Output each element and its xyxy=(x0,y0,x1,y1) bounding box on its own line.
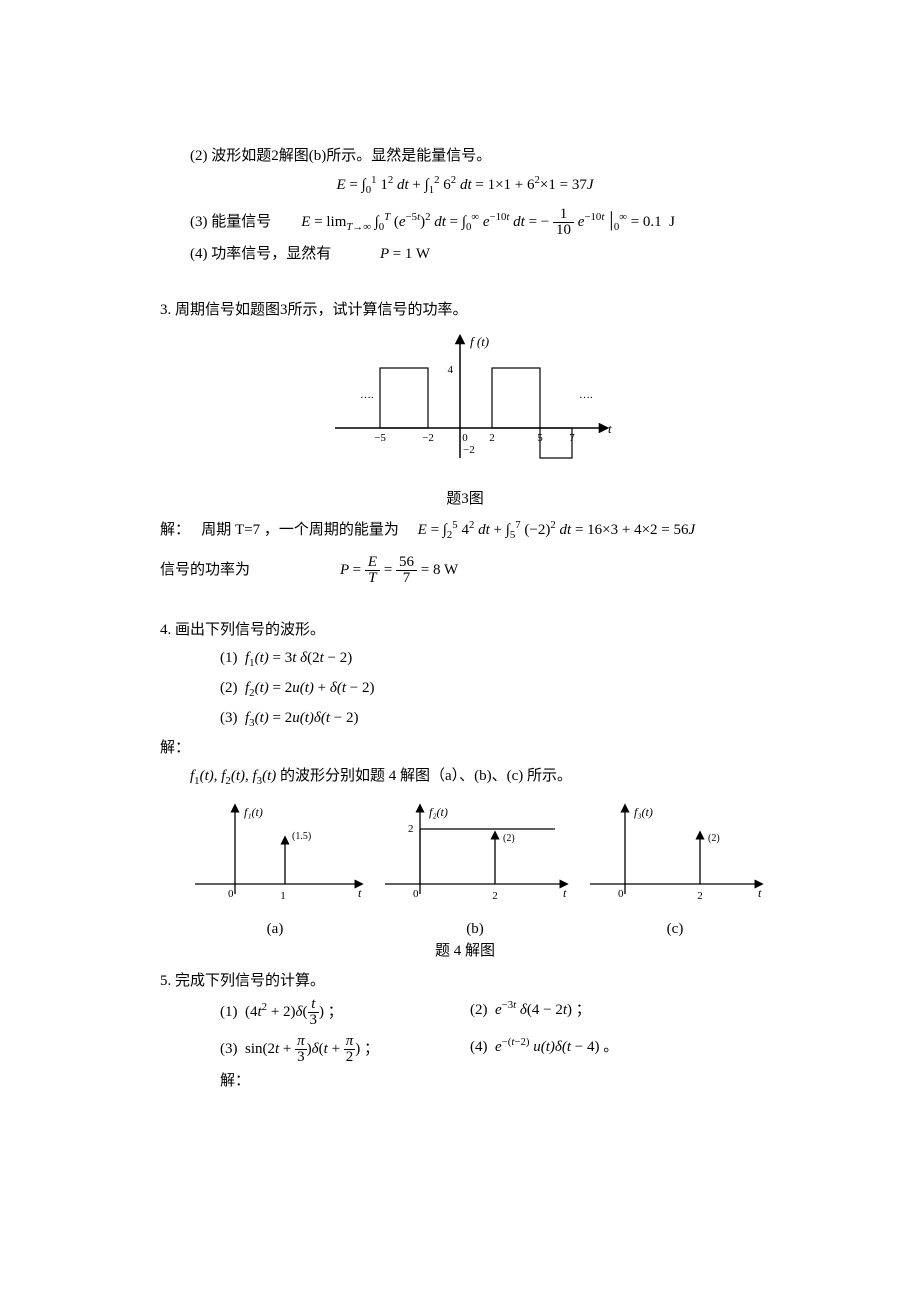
q5-row1: (1) (4t2 + 2)δ(t3) ； (2) e−3t δ(4 − 2t) … xyxy=(220,997,770,1028)
q5-title: 5. 完成下列信号的计算。 xyxy=(160,969,770,993)
q2-item4: (4) 功率信号，显然有 P = 1 W xyxy=(190,242,770,266)
svg-text:−2: −2 xyxy=(422,432,434,444)
svg-text:5: 5 xyxy=(537,432,543,444)
svg-text:….: …. xyxy=(579,389,593,401)
svg-text:2: 2 xyxy=(697,890,703,902)
svg-text:0: 0 xyxy=(413,888,419,900)
q4-sol-label: 解： xyxy=(160,736,770,760)
svg-text:….: …. xyxy=(360,389,374,401)
q4-item3: (3) f3(t) = 2u(t)δ(t − 2) xyxy=(220,706,770,732)
q4-figure-panel-b: f₂(t) 2 0 2 (2) t (b) xyxy=(375,799,575,941)
svg-text:1: 1 xyxy=(280,890,286,902)
q2-item4-label: (4) 功率信号，显然有 xyxy=(190,246,331,262)
svg-text:4: 4 xyxy=(448,364,454,376)
svg-text:0: 0 xyxy=(618,888,624,900)
q2-item3: (3) 能量信号 E = limT→∞ ∫0T (e−5t)2 dt = ∫0∞… xyxy=(190,203,770,238)
q5-row2: (3) sin(2t + π3)δ(t + π2) ； (4) e−(t−2) … xyxy=(220,1034,770,1065)
svg-text:2: 2 xyxy=(408,823,414,835)
svg-text:t: t xyxy=(758,886,762,900)
q5-item3: (3) sin(2t + π3)δ(t + π2) ； xyxy=(220,1034,470,1065)
q4-sol-desc: f1(t), f2(t), f3(t) 的波形分别如题 4 解图（a）、(b)、… xyxy=(190,764,770,790)
svg-text:0: 0 xyxy=(228,888,234,900)
q5-item1: (1) (4t2 + 2)δ(t3) ； xyxy=(220,997,470,1028)
q3-title: 3. 周期信号如题图3所示，试计算信号的功率。 xyxy=(160,298,770,322)
q2-item2-text: (2) 波形如题2解图(b)所示。显然是能量信号。 xyxy=(190,148,491,164)
svg-text:(1.5): (1.5) xyxy=(292,831,311,842)
q4-figure-panel-c: f₃(t) 0 2 (2) t (c) xyxy=(580,799,770,941)
q3-solution-line2: 信号的功率为 P = E T = 56 7 = 8 W xyxy=(160,555,770,586)
q3-sol-text1: 周期 T=7 ，一个周期的能量为 xyxy=(201,522,399,538)
q4-panel-b-cap: (b) xyxy=(375,917,575,941)
q2-eq2: E = limT→∞ ∫0T (e−5t)2 dt = ∫0∞ e−10t dt… xyxy=(301,214,675,230)
q3-figure: …. …. f (t) t 4 −2 −5 −2 0 2 5 7 xyxy=(305,328,625,483)
q4-item2: (2) f2(t) = 2u(t) + δ(t − 2) xyxy=(220,676,770,702)
svg-text:f₁(t): f₁(t) xyxy=(244,805,263,819)
q4-item1: (1) f1(t) = 3t δ(2t − 2) xyxy=(220,646,770,672)
q3-sol-text2: 信号的功率为 xyxy=(160,562,250,578)
q3-solution-line1: 解： 周期 T=7 ，一个周期的能量为 E = ∫25 42 dt + ∫57 … xyxy=(160,517,770,544)
q4-figure-caption: 题 4 解图 xyxy=(160,939,770,963)
svg-text:2: 2 xyxy=(489,432,495,444)
q4-panel-c-cap: (c) xyxy=(580,917,770,941)
q5-sol-label: 解： xyxy=(220,1069,770,1093)
svg-text:f₃(t): f₃(t) xyxy=(634,805,653,819)
svg-text:−2: −2 xyxy=(463,444,475,456)
svg-text:(2): (2) xyxy=(503,833,515,844)
q3-sol-eq2: P = E T = 56 7 = 8 W xyxy=(340,562,458,578)
svg-text:t: t xyxy=(608,421,612,436)
svg-text:−5: −5 xyxy=(374,432,386,444)
q4-figure-row: f₁(t) 0 1 (1.5) t (a) f₂(t) 2 0 2 (2) t … xyxy=(180,799,770,941)
q3-sol-eq1: E = ∫25 42 dt + ∫57 (−2)2 dt = 16×3 + 4×… xyxy=(418,522,696,538)
q2-item2: (2) 波形如题2解图(b)所示。显然是能量信号。 xyxy=(190,144,770,168)
q2-eq1: E = ∫01 12 dt + ∫12 62 dt = 1×1 + 62×1 =… xyxy=(160,172,770,199)
q2-item3-label: (3) 能量信号 xyxy=(190,214,271,230)
q5-item2: (2) e−3t δ(4 − 2t) ； xyxy=(470,997,591,1028)
svg-text:t: t xyxy=(358,886,362,900)
q2-eq3: P = 1 W xyxy=(380,246,430,262)
svg-text:f (t): f (t) xyxy=(470,334,489,349)
svg-text:0: 0 xyxy=(462,432,468,444)
svg-text:t: t xyxy=(563,886,567,900)
q4-title: 4. 画出下列信号的波形。 xyxy=(160,618,770,642)
svg-text:7: 7 xyxy=(569,432,575,444)
q5-item4: (4) e−(t−2) u(t)δ(t − 4) 。 xyxy=(470,1034,618,1065)
svg-text:(2): (2) xyxy=(708,833,720,844)
q3-figure-caption: 题3图 xyxy=(160,487,770,511)
q3-sol-label: 解： xyxy=(160,522,190,538)
q4-figure-panel-a: f₁(t) 0 1 (1.5) t (a) xyxy=(180,799,370,941)
q4-panel-a-cap: (a) xyxy=(180,917,370,941)
svg-text:f₂(t): f₂(t) xyxy=(429,805,448,819)
svg-text:2: 2 xyxy=(492,890,498,902)
